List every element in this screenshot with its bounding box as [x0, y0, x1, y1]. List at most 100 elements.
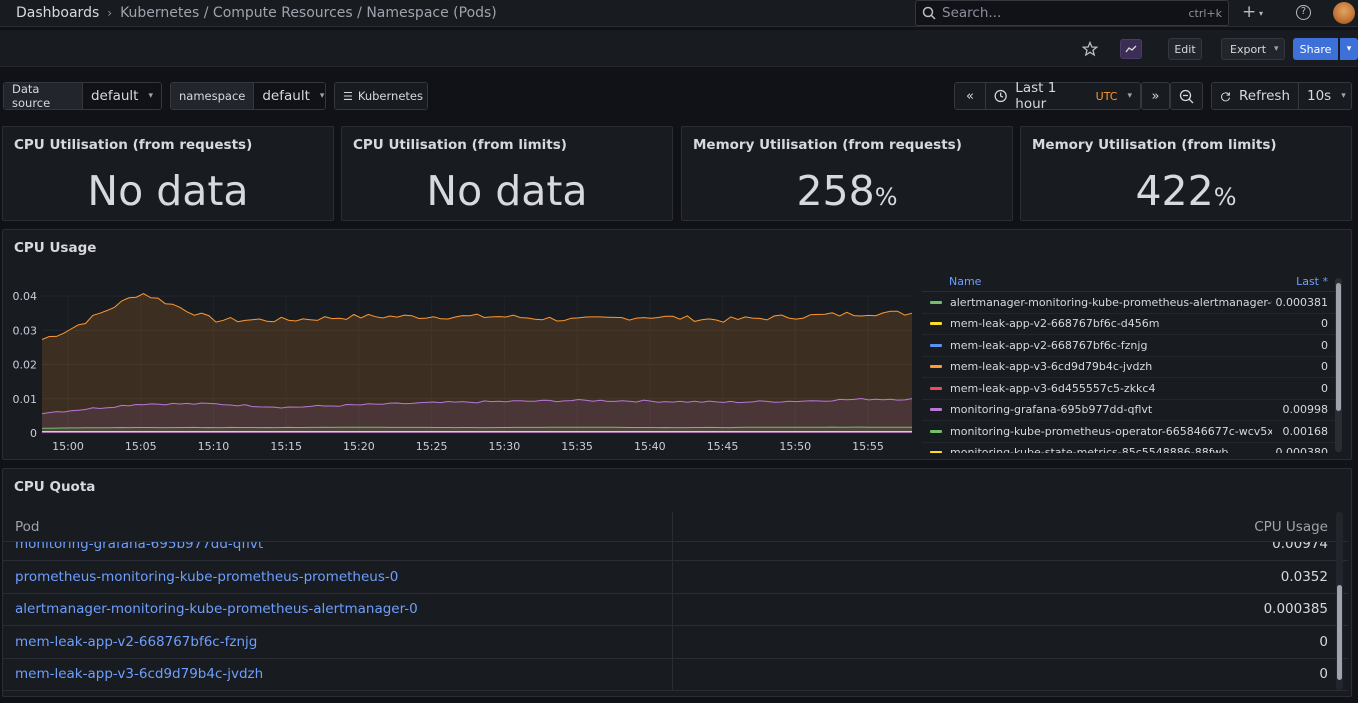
y-tick-label: 0.01	[13, 393, 38, 406]
refresh-interval-value: 10s	[1307, 88, 1332, 104]
chevron-down-icon[interactable]: ▾	[1259, 9, 1264, 18]
time-range-button[interactable]: Last 1 hour UTC ▾	[986, 80, 1140, 112]
refresh-icon	[1221, 91, 1231, 101]
legend-item[interactable]: mem-leak-app-v3-6d455557c5-zkkc4 0	[922, 378, 1342, 400]
export-button[interactable]: Export ▾	[1221, 38, 1285, 60]
add-new-icon[interactable]: +	[1242, 2, 1257, 22]
cpu-quota-panel[interactable]: CPU Quota	[2, 468, 1352, 697]
legend-last-value: 0.000380	[1275, 446, 1329, 453]
cpu-usage-value: 0	[1319, 633, 1328, 650]
legend-item[interactable]: monitoring-kube-state-metrics-85c5548886…	[922, 443, 1342, 453]
stat-value: No data	[342, 167, 672, 215]
chevron-down-icon: ▾	[1127, 91, 1132, 101]
pod-link[interactable]: mem-leak-app-v3-6cd9d79b4c-jvdzh	[15, 666, 264, 682]
table-row[interactable]: mem-leak-app-v3-6cd9d79b4c-jvdzh 0	[3, 659, 1348, 691]
refresh-picker[interactable]: Refresh 10s ▾	[1211, 82, 1352, 110]
stat-number: 422	[1135, 167, 1214, 215]
breadcrumb-dashboards[interactable]: Dashboards	[16, 5, 100, 21]
legend-item[interactable]: monitoring-kube-prometheus-operator-6658…	[922, 421, 1342, 443]
legend-series-name: mem-leak-app-v2-668767bf6c-d456m	[950, 317, 1160, 331]
export-label: Export	[1230, 42, 1267, 56]
pod-link[interactable]: prometheus-monitoring-kube-prometheus-pr…	[15, 568, 399, 585]
table-row[interactable]: prometheus-monitoring-kube-prometheus-pr…	[3, 562, 1348, 594]
legend-last-header[interactable]: Last *	[1296, 275, 1328, 288]
legend-item[interactable]: mem-leak-app-v2-668767bf6c-fznjg 0	[922, 335, 1342, 357]
x-tick-label: 15:05	[125, 440, 157, 453]
stat-panel-memory-requests[interactable]: Memory Utilisation (from requests) 258%	[681, 126, 1013, 221]
legend-scrollbar-thumb[interactable]	[1336, 283, 1341, 411]
x-tick-label: 15:35	[561, 440, 593, 453]
series-line[interactable]	[41, 397, 913, 415]
zoom-out-icon[interactable]	[1170, 82, 1203, 110]
cpu-usage-legend: Name Last * alertmanager-monitoring-kube…	[922, 272, 1342, 453]
kubernetes-dashboards-link[interactable]: ☰ Kubernetes	[334, 82, 428, 110]
time-range-picker[interactable]: « Last 1 hour UTC ▾	[954, 80, 1141, 112]
namespace-variable[interactable]: namespace default ▾	[170, 82, 326, 110]
stat-number: No data	[426, 167, 588, 215]
panel-title: Memory Utilisation (from requests)	[693, 137, 962, 153]
datasource-variable-value[interactable]: default ▾	[82, 83, 161, 109]
column-header-cpu-usage[interactable]: CPU Usage	[1254, 519, 1328, 535]
shift-time-forward-icon[interactable]: »	[1141, 82, 1170, 110]
legend-color-swatch	[930, 408, 942, 412]
x-tick-label: 15:50	[779, 440, 811, 453]
table-row[interactable]: alertmanager-monitoring-kube-prometheus-…	[3, 594, 1348, 626]
table-row[interactable]: monitoring-grafana-695b977dd-qflvt 0.0097…	[3, 542, 1348, 561]
x-tick-label: 15:20	[343, 440, 375, 453]
table-row[interactable]: mem-leak-app-v2-668767bf6c-fznjg 0	[3, 627, 1348, 659]
star-icon[interactable]	[1082, 41, 1098, 57]
legend-item[interactable]: monitoring-grafana-695b977dd-qflvt 0.0099…	[922, 400, 1342, 421]
chevron-down-icon: ▾	[319, 91, 325, 101]
edit-button[interactable]: Edit	[1168, 38, 1202, 60]
time-range-label: Last 1 hour	[1015, 80, 1057, 112]
stat-number: No data	[87, 167, 249, 215]
panel-title: CPU Utilisation (from requests)	[14, 137, 253, 153]
namespace-value-text: default	[262, 88, 310, 104]
pod-link[interactable]: mem-leak-app-v2-668767bf6c-fznjg	[15, 633, 258, 650]
shift-time-back-icon[interactable]: «	[955, 83, 986, 109]
insights-icon[interactable]	[1120, 39, 1142, 59]
legend-item[interactable]: mem-leak-app-v2-668767bf6c-d456m 0	[922, 314, 1342, 335]
stat-panel-memory-limits[interactable]: Memory Utilisation (from limits) 422%	[1020, 126, 1352, 221]
panel-title: Memory Utilisation (from limits)	[1032, 137, 1277, 153]
cpu-quota-table-body: monitoring-grafana-695b977dd-qflvt 0.0097…	[0, 542, 1358, 692]
namespace-variable-label: namespace	[171, 83, 255, 109]
namespace-variable-value[interactable]: default ▾	[254, 83, 325, 109]
x-tick-label: 15:00	[52, 440, 84, 453]
legend-name-header[interactable]: Name	[949, 275, 982, 288]
legend-color-swatch	[930, 343, 942, 347]
cpu-usage-chart[interactable]: 0.04 0.03 0.02 0.01 0 15:00 15:05 15:10 15:15 15:…	[0, 270, 918, 460]
legend-series-name: alertmanager-monitoring-kube-prometheus-…	[950, 295, 1272, 309]
help-icon[interactable]: ?	[1296, 5, 1311, 20]
share-dropdown-chevron-icon[interactable]: ▾	[1340, 38, 1358, 60]
stat-value: No data	[3, 167, 333, 215]
legend-series-name: monitoring-kube-state-metrics-85c5548886…	[950, 446, 1229, 453]
legend-item[interactable]: mem-leak-app-v3-6cd9d79b4c-jvdzh 0	[922, 357, 1342, 378]
refresh-button[interactable]: Refresh	[1212, 83, 1299, 109]
column-header-pod[interactable]: Pod	[15, 519, 40, 535]
pod-link[interactable]: alertmanager-monitoring-kube-prometheus-…	[15, 601, 418, 617]
stat-panel-cpu-limits[interactable]: CPU Utilisation (from limits) No data	[341, 126, 673, 221]
kubernetes-link-body[interactable]: ☰ Kubernetes	[335, 83, 427, 109]
pod-link[interactable]: monitoring-grafana-695b977dd-qflvt	[15, 542, 264, 552]
search-input[interactable]: Search... ctrl+k	[915, 0, 1229, 26]
cpu-usage-value: 0	[1319, 666, 1328, 682]
refresh-interval-select[interactable]: 10s ▾	[1299, 83, 1354, 109]
datasource-variable[interactable]: Data source default ▾	[3, 82, 162, 110]
share-button[interactable]: Share	[1293, 38, 1338, 60]
legend-series-name: mem-leak-app-v2-668767bf6c-fznjg	[950, 338, 1148, 352]
x-tick-label: 15:30	[489, 440, 521, 453]
stat-panel-cpu-requests[interactable]: CPU Utilisation (from requests) No data	[2, 126, 334, 221]
series-line[interactable]	[41, 293, 913, 340]
legend-item[interactable]: alertmanager-monitoring-kube-prometheus-…	[922, 292, 1342, 314]
cpu-usage-value: 0.000385	[1263, 601, 1328, 617]
dashboard-toolbar	[0, 30, 1358, 67]
cpu-usage-panel[interactable]: CPU Usage	[2, 229, 1352, 460]
y-tick-label: 0.04	[13, 290, 38, 303]
cpu-usage-value: 0.00974	[1272, 542, 1328, 552]
user-avatar[interactable]	[1333, 2, 1355, 24]
series-line[interactable]	[42, 426, 912, 429]
legend-series-name: mem-leak-app-v3-6d455557c5-zkkc4	[950, 381, 1156, 395]
table-scrollbar-thumb[interactable]	[1337, 585, 1342, 680]
legend-last-value: 0	[1321, 317, 1328, 331]
